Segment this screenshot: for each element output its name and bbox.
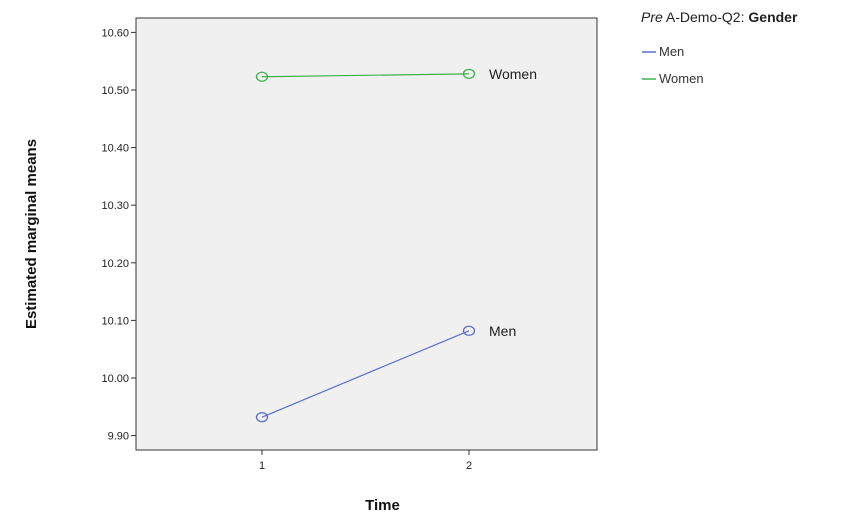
- y-axis-title: Estimated marginal means: [23, 139, 40, 329]
- y-tick-label: 10.30: [101, 200, 129, 212]
- series-line: [261, 73, 470, 78]
- data-point-marker: [462, 325, 476, 336]
- y-tick-label: 10.50: [101, 85, 129, 97]
- y-tick-label: 10.10: [101, 315, 129, 327]
- data-point-marker: [255, 71, 269, 82]
- series-layer: Men Women: [255, 66, 537, 423]
- series-end-label: Women: [489, 66, 537, 82]
- x-axis-title: Time: [365, 497, 400, 514]
- y-axis: 9.90 10.00 10.10 10.20 10.30 10.40 10.50 10.60: [101, 27, 136, 443]
- legend-items: Men Women: [642, 44, 704, 86]
- plot-area: [135, 17, 598, 451]
- x-tick-label: 2: [466, 460, 472, 472]
- series-line: [261, 330, 470, 418]
- y-tick-label: 10.00: [101, 373, 129, 385]
- legend-entry-label: Men: [659, 44, 684, 59]
- x-tick-label: 1: [259, 460, 265, 472]
- legend: Pre A-Demo-Q2: Gender Men Women: [641, 9, 798, 86]
- series-end-label: Men: [489, 323, 516, 339]
- legend-title-prefix: Pre: [641, 9, 663, 25]
- y-tick-label: 10.40: [101, 143, 129, 155]
- y-tick-label: 9.90: [108, 431, 129, 443]
- data-point-marker: [255, 412, 269, 423]
- legend-title-variable: A-Demo-Q2:: [663, 9, 749, 25]
- data-point-marker: [462, 68, 476, 80]
- legend-title: Pre A-Demo-Q2: Gender: [641, 9, 798, 25]
- legend-entry-label: Women: [659, 71, 704, 86]
- legend-title-bold: Gender: [748, 9, 798, 25]
- y-tick-label: 10.20: [101, 258, 129, 270]
- y-tick-label: 10.60: [101, 27, 129, 39]
